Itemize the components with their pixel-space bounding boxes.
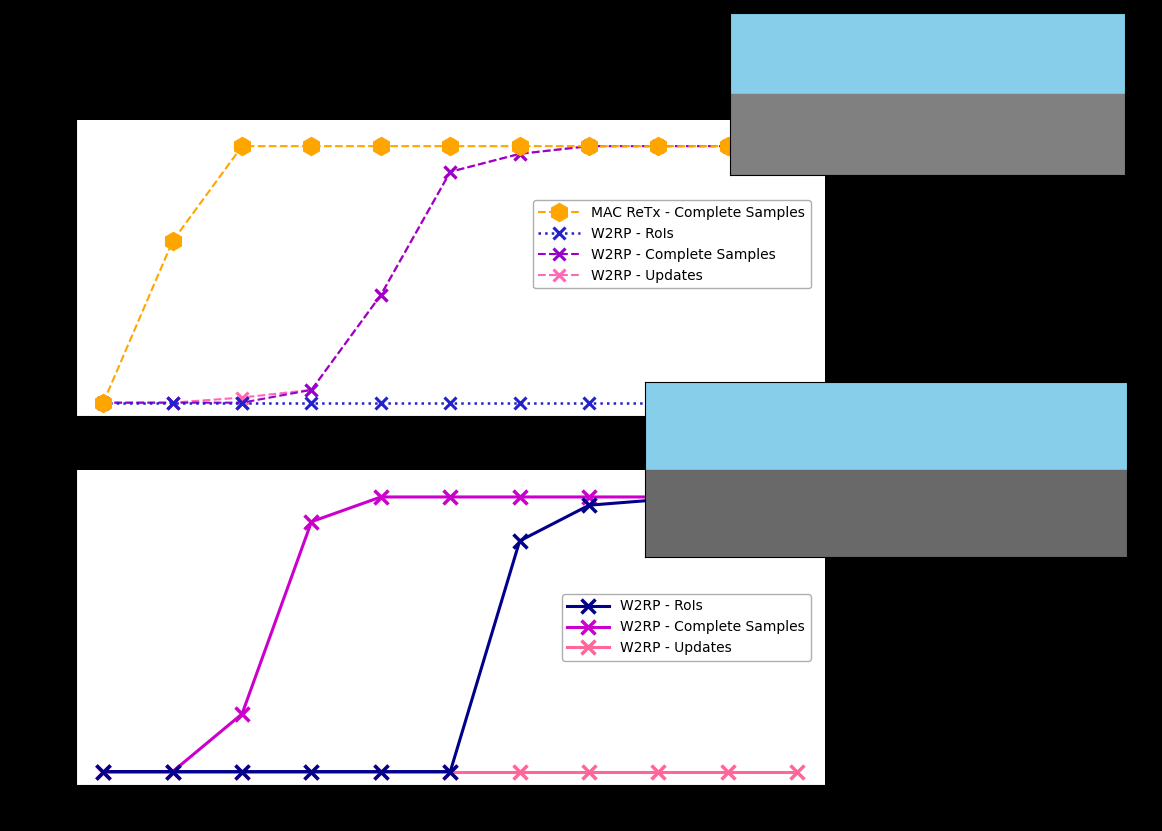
- Bar: [730, 13, 1125, 95]
- Legend: MAC ReTx - Complete Samples, W2RP - RoIs, W2RP - Complete Samples, W2RP - Update: MAC ReTx - Complete Samples, W2RP - RoIs…: [533, 200, 811, 288]
- Bar: [730, 95, 1125, 175]
- Bar: [645, 470, 1127, 557]
- X-axis label: Frame Error Rate (%): Frame Error Rate (%): [370, 814, 531, 829]
- Y-axis label: Deadline Violation
Rate (%): Deadline Violation Rate (%): [5, 199, 37, 337]
- Y-axis label: Deadline Violation
Rate (%): Deadline Violation Rate (%): [5, 558, 37, 697]
- Bar: [645, 382, 1127, 470]
- X-axis label: Frame Error Rate (%): Frame Error Rate (%): [370, 445, 531, 460]
- Legend: W2RP - RoIs, W2RP - Complete Samples, W2RP - Updates: W2RP - RoIs, W2RP - Complete Samples, W2…: [562, 594, 811, 661]
